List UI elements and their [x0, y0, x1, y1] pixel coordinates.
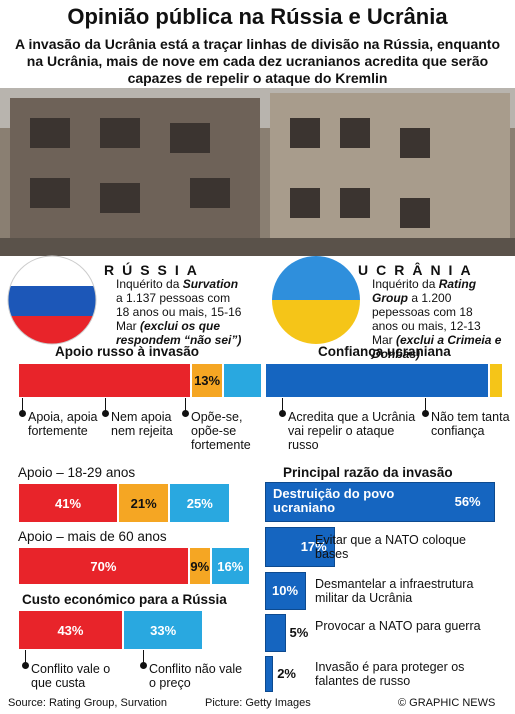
country-name: RÚSSIA: [104, 262, 205, 278]
value-label: 17%: [300, 539, 327, 554]
connector-dot: [182, 410, 189, 417]
survey-text: Rating Group: [372, 277, 477, 305]
category-label: Invasão é para proteger os falantes de r…: [315, 660, 465, 688]
title: Opinião pública na Rússia e Ucrânia: [67, 4, 448, 29]
value-label: 41%: [55, 495, 82, 511]
legend-label: Acredita que a Ucrânia vai repelir o ata…: [288, 410, 416, 452]
survey-text: a 1.137 pessoas com 18 anos ou mais, 15-…: [116, 291, 242, 333]
connector: [25, 650, 26, 664]
connector: [22, 398, 23, 412]
category-label: Desmantelar a infraestrutura militar da …: [315, 577, 474, 605]
connector: [282, 398, 283, 412]
country-name: UCRÂNIA: [358, 262, 479, 278]
value-label: 10%: [272, 583, 299, 598]
survey-text: (exclui os que respondem “não sei”): [116, 319, 242, 347]
value-label: 5%: [289, 625, 309, 640]
category-label: Destruição do povo ucraniano: [273, 486, 395, 515]
connector: [105, 398, 106, 412]
survey-text: Inquérito da: [116, 277, 183, 291]
credit: Picture: Getty Images: [205, 697, 311, 709]
value-label: 70%: [90, 558, 117, 574]
connector-dot: [279, 410, 286, 417]
value-label: 56%: [454, 494, 481, 509]
legend-label: Não tem tanta confiança: [431, 410, 510, 438]
subtitle: A invasão da Ucrânia está a traçar linha…: [15, 36, 500, 86]
legend-label: Nem apoia nem rejeita: [111, 410, 173, 438]
category-label: Evitar que a NATO coloque bases: [315, 533, 467, 561]
survey-text: a 1.200 pepessoas com 18 anos ou mais, 1…: [372, 291, 481, 347]
bar: [265, 482, 495, 522]
bar-segment: 21%: [118, 483, 170, 523]
value-label: 9%: [190, 558, 210, 574]
chart-title: Custo económico para a Rússia: [22, 592, 227, 607]
chart-title: Apoio – mais de 60 anos: [18, 529, 167, 544]
bar-segment: [488, 363, 503, 398]
connector: [425, 398, 426, 412]
value-label: 43%: [57, 622, 84, 638]
bar-segment: 16%: [210, 547, 250, 585]
chart-title: Principal razão da invasão: [283, 465, 453, 480]
bar-segment: 43%: [18, 610, 123, 650]
value-label: 33%: [150, 622, 177, 638]
legend-label: Conflito vale o que custa: [31, 662, 111, 690]
bar-segment: [222, 363, 262, 398]
connector-dot: [422, 410, 429, 417]
bar-segment: 70%: [18, 547, 189, 585]
bar-segment: [18, 363, 192, 398]
chart-title: Confiança ucraniana: [318, 344, 451, 359]
connector-dot: [19, 410, 26, 417]
ukraine-flag: [272, 256, 360, 344]
chart-title: Apoio – 18-29 anos: [18, 465, 136, 480]
russia-flag: [7, 255, 97, 345]
connector: [143, 650, 144, 664]
survey-note: Inquérito da Rating Group a 1.200 pepess…: [372, 277, 502, 361]
value-label: 25%: [186, 495, 213, 511]
value-label: 16%: [217, 558, 244, 574]
value-label: 21%: [130, 495, 157, 511]
bar: [265, 656, 274, 692]
connector: [185, 398, 186, 412]
bar-segment: 13%: [191, 363, 223, 398]
survey-note: Inquérito da Survation a 1.137 pessoas c…: [116, 277, 246, 347]
connector-dot: [102, 410, 109, 417]
value-label: 13%: [194, 373, 221, 388]
source: Source: Rating Group, Survation: [8, 697, 167, 709]
bar: [265, 527, 335, 567]
connector-dot: [22, 662, 29, 669]
legend-label: Conflito não vale o preço: [149, 662, 243, 690]
copyright: © GRAPHIC NEWS: [398, 697, 496, 709]
legend-label: Apoia, apoia fortemente: [28, 410, 98, 438]
bar-segment: 41%: [18, 483, 119, 523]
bar: [265, 614, 286, 652]
bar-segment: 25%: [169, 483, 231, 523]
category-label: Provocar a NATO para guerra: [315, 619, 481, 633]
bar-segment: [265, 363, 489, 398]
survey-text: Inquérito da: [372, 277, 439, 291]
bar-segment: 33%: [122, 610, 204, 650]
survey-text: Survation: [182, 277, 239, 291]
chart-title: Apoio russo à invasão: [55, 344, 200, 359]
value-label: 2%: [277, 666, 296, 681]
bar-segment: 9%: [188, 547, 211, 585]
photo: [0, 88, 515, 256]
bar: [265, 572, 306, 610]
legend-label: Opõe-se, opõe-se fortemente: [191, 410, 251, 452]
survey-text: (exclui a Crimeia e Donbas): [372, 333, 502, 361]
connector-dot: [140, 662, 147, 669]
